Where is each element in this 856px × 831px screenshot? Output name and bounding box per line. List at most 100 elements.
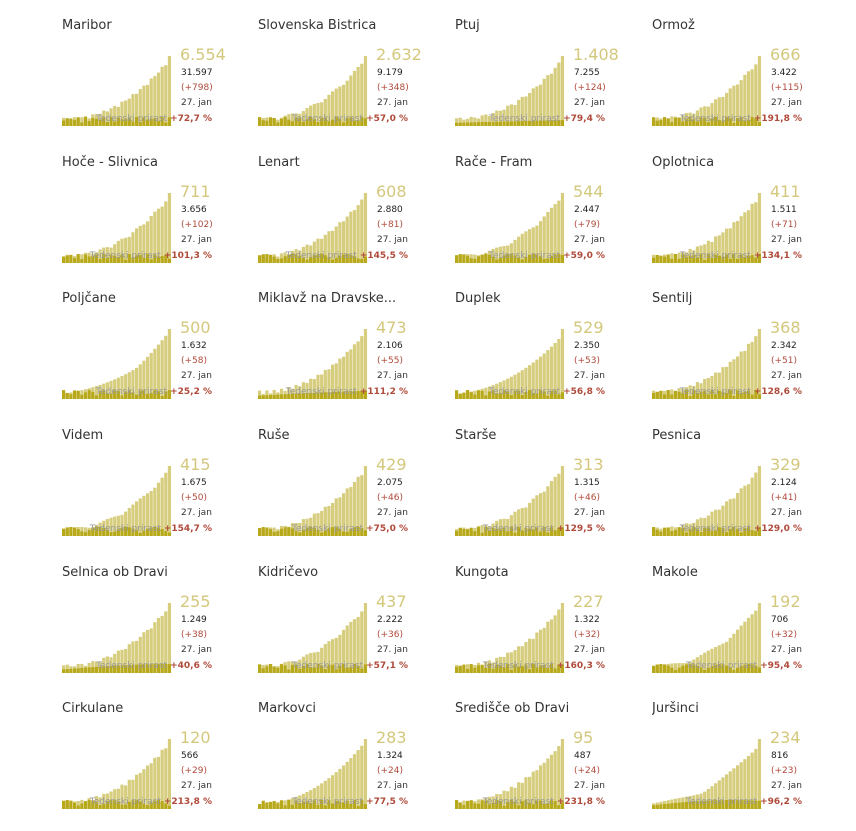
cumulative-bar bbox=[706, 106, 710, 126]
daily-bar bbox=[750, 117, 754, 126]
daily-bar bbox=[725, 117, 729, 126]
daily-bar bbox=[487, 121, 492, 126]
cumulative-bar bbox=[145, 356, 150, 399]
daily-bar bbox=[305, 259, 309, 263]
cumulative-bar bbox=[495, 520, 499, 536]
cumulative-bar bbox=[327, 94, 331, 126]
daily-bar bbox=[746, 390, 751, 399]
daily-bar bbox=[69, 800, 73, 809]
daily-bar bbox=[557, 805, 561, 809]
cumulative-bar bbox=[739, 351, 743, 399]
cumulative-bar bbox=[743, 759, 747, 809]
municipality-name: Ormož bbox=[652, 18, 695, 33]
daily-bar bbox=[309, 667, 313, 673]
cumulative-bar bbox=[305, 792, 309, 809]
daily-bar bbox=[65, 669, 69, 673]
daily-bar bbox=[352, 800, 357, 809]
daily-bar bbox=[662, 664, 667, 673]
cumulative-bar bbox=[113, 105, 117, 126]
cumulative-bar bbox=[710, 375, 714, 399]
cumulative-bar bbox=[320, 647, 324, 673]
daily-bar bbox=[528, 254, 532, 263]
daily-bar bbox=[76, 117, 80, 126]
daily-bar bbox=[721, 664, 725, 673]
daily-bar bbox=[120, 254, 124, 263]
active-cases: 500 bbox=[180, 318, 211, 337]
cumulative-bar bbox=[549, 619, 554, 673]
daily-bar bbox=[750, 800, 754, 809]
cumulative-bar bbox=[746, 71, 751, 126]
daily-bar bbox=[167, 258, 172, 263]
daily-bar bbox=[662, 256, 667, 263]
daily-bar bbox=[484, 527, 488, 536]
cumulative-bar bbox=[557, 746, 561, 809]
daily-bar bbox=[83, 801, 88, 809]
daily-bar bbox=[138, 255, 142, 263]
cumulative-bar bbox=[560, 193, 565, 263]
municipality-name: Starše bbox=[455, 428, 497, 443]
cumulative-bar bbox=[142, 224, 146, 263]
cumulative-bar bbox=[356, 616, 360, 673]
daily-bar bbox=[735, 528, 740, 536]
daily-bar bbox=[72, 668, 77, 673]
cumulative-bar bbox=[538, 629, 543, 673]
daily-bar bbox=[316, 392, 320, 399]
municipality-name: Makole bbox=[652, 565, 698, 580]
daily-bar bbox=[360, 117, 364, 126]
cumulative-bar bbox=[750, 614, 754, 673]
daily-bar bbox=[517, 390, 521, 399]
weekly-growth-label: Tedenski prirast bbox=[285, 387, 357, 397]
daily-bar bbox=[276, 803, 280, 809]
daily-bar bbox=[509, 254, 513, 263]
daily-bar bbox=[462, 254, 466, 263]
daily-bar bbox=[87, 667, 91, 673]
daily-bar bbox=[546, 395, 550, 399]
daily-bar bbox=[76, 390, 80, 399]
cumulative-bar bbox=[160, 615, 164, 673]
cumulative-bar bbox=[120, 784, 124, 809]
daily-bar bbox=[113, 531, 117, 536]
cumulative-bar bbox=[473, 254, 477, 263]
daily-bar bbox=[476, 665, 481, 673]
cumulative-bar bbox=[714, 372, 718, 399]
daily-bar bbox=[360, 668, 364, 673]
daily-bar bbox=[491, 527, 495, 536]
cumulative-bar bbox=[298, 659, 302, 673]
weekly-growth-label: Tedenski prirast bbox=[686, 661, 758, 671]
daily-bar bbox=[458, 527, 462, 536]
cumulative-bar bbox=[312, 513, 316, 536]
daily-bar bbox=[754, 257, 758, 263]
cumulative-bar bbox=[113, 379, 117, 399]
daily-bar bbox=[487, 804, 492, 809]
cumulative-bar bbox=[153, 487, 157, 536]
cumulative-bar bbox=[331, 364, 335, 399]
daily-bar bbox=[261, 668, 265, 673]
daily-bar bbox=[506, 801, 510, 809]
daily-bar bbox=[349, 529, 353, 536]
daily-bar bbox=[91, 800, 95, 809]
cumulative-bar bbox=[553, 476, 557, 536]
cumulative-bar bbox=[735, 765, 740, 809]
cumulative-bar bbox=[688, 385, 692, 399]
daily-bar bbox=[495, 121, 499, 126]
cumulative-bar bbox=[703, 791, 707, 809]
daily-bar bbox=[469, 527, 473, 536]
cumulative-bar bbox=[116, 515, 120, 536]
cumulative-bar bbox=[320, 238, 324, 263]
daily-bar bbox=[725, 532, 729, 536]
cumulative-bar bbox=[94, 386, 99, 399]
cumulative-bar bbox=[131, 641, 135, 673]
cumulative-bar bbox=[517, 372, 521, 399]
cumulative-bar bbox=[265, 390, 269, 399]
daily-bar bbox=[276, 259, 280, 263]
daily-bar bbox=[331, 803, 335, 809]
date-label: 27. jan bbox=[181, 508, 212, 518]
daily-bar bbox=[363, 530, 368, 536]
daily-bar bbox=[728, 667, 732, 673]
cumulative-bar bbox=[334, 637, 338, 673]
active-cases: 473 bbox=[376, 318, 407, 337]
cumulative-bar bbox=[732, 222, 736, 263]
active-cases: 437 bbox=[376, 592, 407, 611]
daily-bar bbox=[498, 529, 502, 536]
daily-bar bbox=[692, 119, 696, 126]
